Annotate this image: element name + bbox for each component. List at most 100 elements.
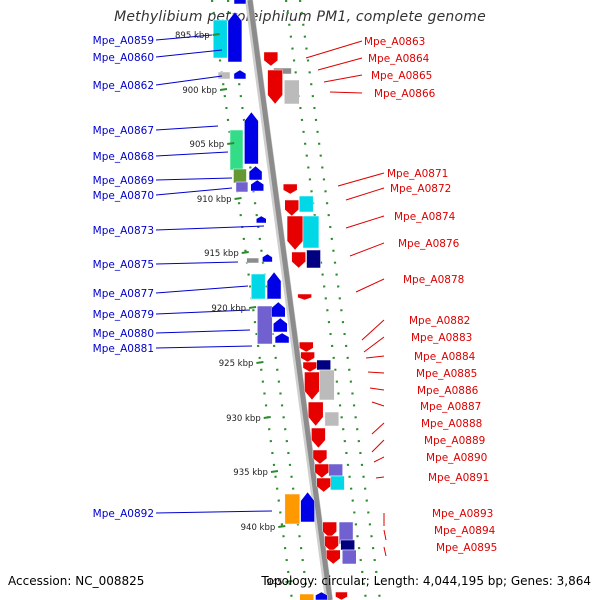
- forward-gene-arrow: [233, 69, 247, 80]
- forward-gene-arrow: [227, 11, 243, 63]
- reverse-gene-arrow: [326, 549, 341, 565]
- kbp-ticks: [212, 33, 293, 583]
- kbp-tick: [248, 306, 257, 309]
- left-gene-label: Mpe_A0873: [93, 225, 154, 237]
- forward-gene-arrow: [262, 253, 273, 263]
- feature-block: [330, 475, 345, 491]
- right-gene-label: Mpe_A0891: [428, 472, 489, 484]
- ruler-ring-3: [284, 0, 368, 600]
- reverse-gene-arrow: [335, 591, 348, 600]
- right-gene-label: Mpe_A0884: [414, 351, 476, 363]
- left-gene-label: Mpe_A0881: [93, 343, 154, 355]
- reverse-gene-arrow: [263, 51, 279, 67]
- feature-block: [316, 359, 331, 371]
- left-gene-label: Mpe_A0892: [93, 508, 154, 520]
- kbp-tick: [227, 142, 235, 145]
- right-gene-label: Mpe_A0887: [420, 401, 481, 413]
- reverse-gene-arrow: [304, 371, 320, 401]
- accession-text: Accession: NC_008825: [8, 574, 145, 588]
- backbone: [245, 0, 333, 600]
- kbp-label: 915 kbp: [204, 249, 239, 259]
- kbp-tick: [212, 33, 220, 36]
- ruler-ring-1: [210, 0, 294, 600]
- backbone-line: [247, 0, 333, 600]
- right-gene-label: Mpe_A0865: [371, 70, 432, 82]
- right-gene-label: Mpe_A0872: [390, 183, 451, 195]
- right-gene-label: Mpe_A0866: [374, 88, 436, 100]
- reverse-gene-arrow: [307, 401, 324, 427]
- feature-block: [328, 463, 343, 477]
- left-leader-line: [155, 125, 219, 131]
- right-gene-label: Mpe_A0888: [421, 418, 482, 430]
- forward-gene-arrow: [244, 111, 259, 165]
- ruler-ring-4: [298, 0, 382, 600]
- left-leader-line: [155, 34, 213, 41]
- left-gene-label: Mpe_A0870: [93, 190, 154, 202]
- feature-block: [324, 411, 340, 427]
- kbp-label: 900 kbp: [182, 86, 217, 96]
- forward-gene-arrow: [266, 271, 282, 300]
- right-leader-line: [375, 476, 385, 479]
- right-gene-label: Mpe_A0895: [436, 542, 497, 554]
- right-leader-line: [355, 278, 385, 293]
- feature-block: [233, 168, 247, 184]
- topology-summary: Topology: circular; Length: 4,044,195 bp…: [261, 574, 591, 588]
- left-leader-line: [155, 285, 249, 294]
- reverse-gene-arrow: [291, 251, 306, 269]
- label-leaders: [155, 34, 387, 557]
- feature-block: [319, 369, 335, 401]
- forward-gene-arrow: [274, 332, 290, 344]
- kbp-tick: [278, 525, 286, 528]
- right-leader-line: [383, 529, 387, 541]
- reverse-gene-arrow: [299, 341, 314, 353]
- feature-block: [246, 257, 259, 264]
- feature-block: [250, 273, 266, 300]
- kbp-tick: [285, 580, 293, 583]
- right-leader-line: [329, 91, 363, 94]
- left-gene-label: Mpe_A0862: [93, 80, 154, 92]
- forward-gene-arrow: [273, 317, 288, 333]
- kbp-label: 940 kbp: [241, 523, 276, 533]
- kbp-tick: [270, 470, 279, 473]
- labels: 895 kbp 900 kbp 905 kbp 910 kbp 915 kbp 920 k…: [93, 31, 498, 588]
- feature-block: [306, 249, 321, 269]
- right-gene-label: Mpe_A0874: [394, 211, 456, 223]
- left-gene-label: Mpe_A0875: [93, 259, 154, 271]
- kbp-tick: [219, 88, 228, 91]
- right-leader-line: [345, 215, 385, 229]
- feature-block: [284, 79, 300, 105]
- left-leader-line: [155, 510, 273, 514]
- reverse-gene-arrow: [314, 463, 330, 479]
- feature-block: [235, 181, 249, 193]
- reverse-gene-arrow: [322, 521, 337, 539]
- right-leader-line: [371, 401, 385, 407]
- left-gene-label: Mpe_A0859: [93, 35, 154, 47]
- left-gene-label: Mpe_A0860: [93, 52, 154, 64]
- right-gene-label: Mpe_A0893: [432, 508, 493, 520]
- reverse-gene-arrow: [316, 477, 331, 493]
- kbp-label: 945: [266, 578, 282, 588]
- right-leader-line: [305, 40, 363, 59]
- kbp-label: 905 kbp: [190, 140, 225, 150]
- reverse-gene-arrow: [300, 351, 315, 363]
- right-gene-label: Mpe_A0886: [417, 385, 479, 397]
- reverse-gene-arrow: [311, 427, 326, 449]
- kbp-tick: [263, 416, 271, 419]
- feature-block: [342, 549, 357, 565]
- map-title: Methylibium petroleiphilum PM1, complete…: [114, 9, 486, 25]
- left-gene-label: Mpe_A0877: [93, 288, 154, 300]
- left-leader-line: [155, 329, 251, 334]
- right-gene-label: Mpe_A0885: [416, 368, 477, 380]
- kbp-label: 935 kbp: [233, 468, 268, 478]
- left-leader-line: [155, 151, 229, 157]
- forward-gene-arrow: [233, 0, 247, 5]
- forward-gene-arrow: [315, 591, 328, 600]
- right-leader-line: [367, 371, 385, 374]
- right-gene-label: Mpe_A0878: [403, 274, 464, 286]
- kbp-label: 920 kbp: [211, 304, 246, 314]
- right-leader-line: [323, 74, 363, 83]
- right-leader-line: [337, 172, 385, 187]
- feature-block: [284, 493, 301, 525]
- right-leader-line: [365, 355, 385, 359]
- left-gene-label: Mpe_A0880: [93, 328, 154, 340]
